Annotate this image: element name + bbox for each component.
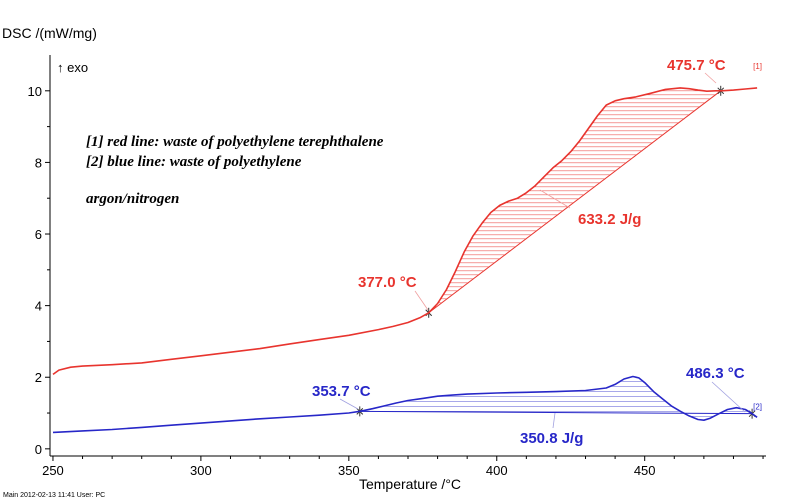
integration-baseline <box>428 90 722 314</box>
area-leader-line <box>539 189 571 209</box>
x-axis-label: Temperature /°C <box>359 476 461 492</box>
legend-line-2: [2] blue line: waste of polyethylene <box>86 154 302 170</box>
y-tick-label: 2 <box>35 370 42 385</box>
x-tick-label: 250 <box>42 463 64 478</box>
onset-label: 353.7 °C <box>312 383 371 400</box>
legend-line-1: [1] red line: waste of polyethylene tere… <box>86 134 384 150</box>
legend-line-3: argon/nitrogen <box>86 191 179 207</box>
integration-baseline <box>359 410 753 415</box>
axes: 0 2 4 6 8 10 250 300 350 400 450 <box>28 55 766 478</box>
y-tick-label: 6 <box>35 227 42 242</box>
series-tag: [1] <box>753 62 762 71</box>
area-leader-line <box>552 412 556 429</box>
onset-label: 377.0 °C <box>358 274 417 291</box>
y-tick-label: 10 <box>28 84 42 99</box>
onset-leader-line <box>414 290 429 311</box>
end-label: 475.7 °C <box>667 57 726 74</box>
onset-leader-line <box>339 398 359 410</box>
x-tick-label: 450 <box>634 463 656 478</box>
end-leader-line <box>704 72 717 84</box>
footer-status: Main 2012-02-13 11:41 User: PC <box>3 492 105 499</box>
series-2-blue-line <box>52 375 758 434</box>
y-tick-label: 4 <box>35 299 42 314</box>
y-tick-label: 0 <box>35 442 42 457</box>
y-tick-label: 8 <box>35 155 42 170</box>
x-tick-label: 400 <box>486 463 508 478</box>
area-label: 350.8 J/g <box>520 430 583 447</box>
end-label: 486.3 °C <box>686 365 745 382</box>
end-leader-line <box>711 381 746 413</box>
y-axis-exo-note: ↑ exo <box>57 60 88 75</box>
x-tick-label: 300 <box>190 463 212 478</box>
y-axis-label: DSC /(mW/mg) <box>2 25 97 41</box>
x-tick-label: 350 <box>338 463 360 478</box>
series-tag: [2] <box>753 402 762 411</box>
series-1-red-line <box>52 87 758 376</box>
series-lines <box>52 87 758 434</box>
annotations: [1] [2] 377.0 °C 475.7 °C 633.2 J/g 353.7 °C 4… <box>312 57 762 447</box>
area-label: 633.2 J/g <box>578 211 641 228</box>
